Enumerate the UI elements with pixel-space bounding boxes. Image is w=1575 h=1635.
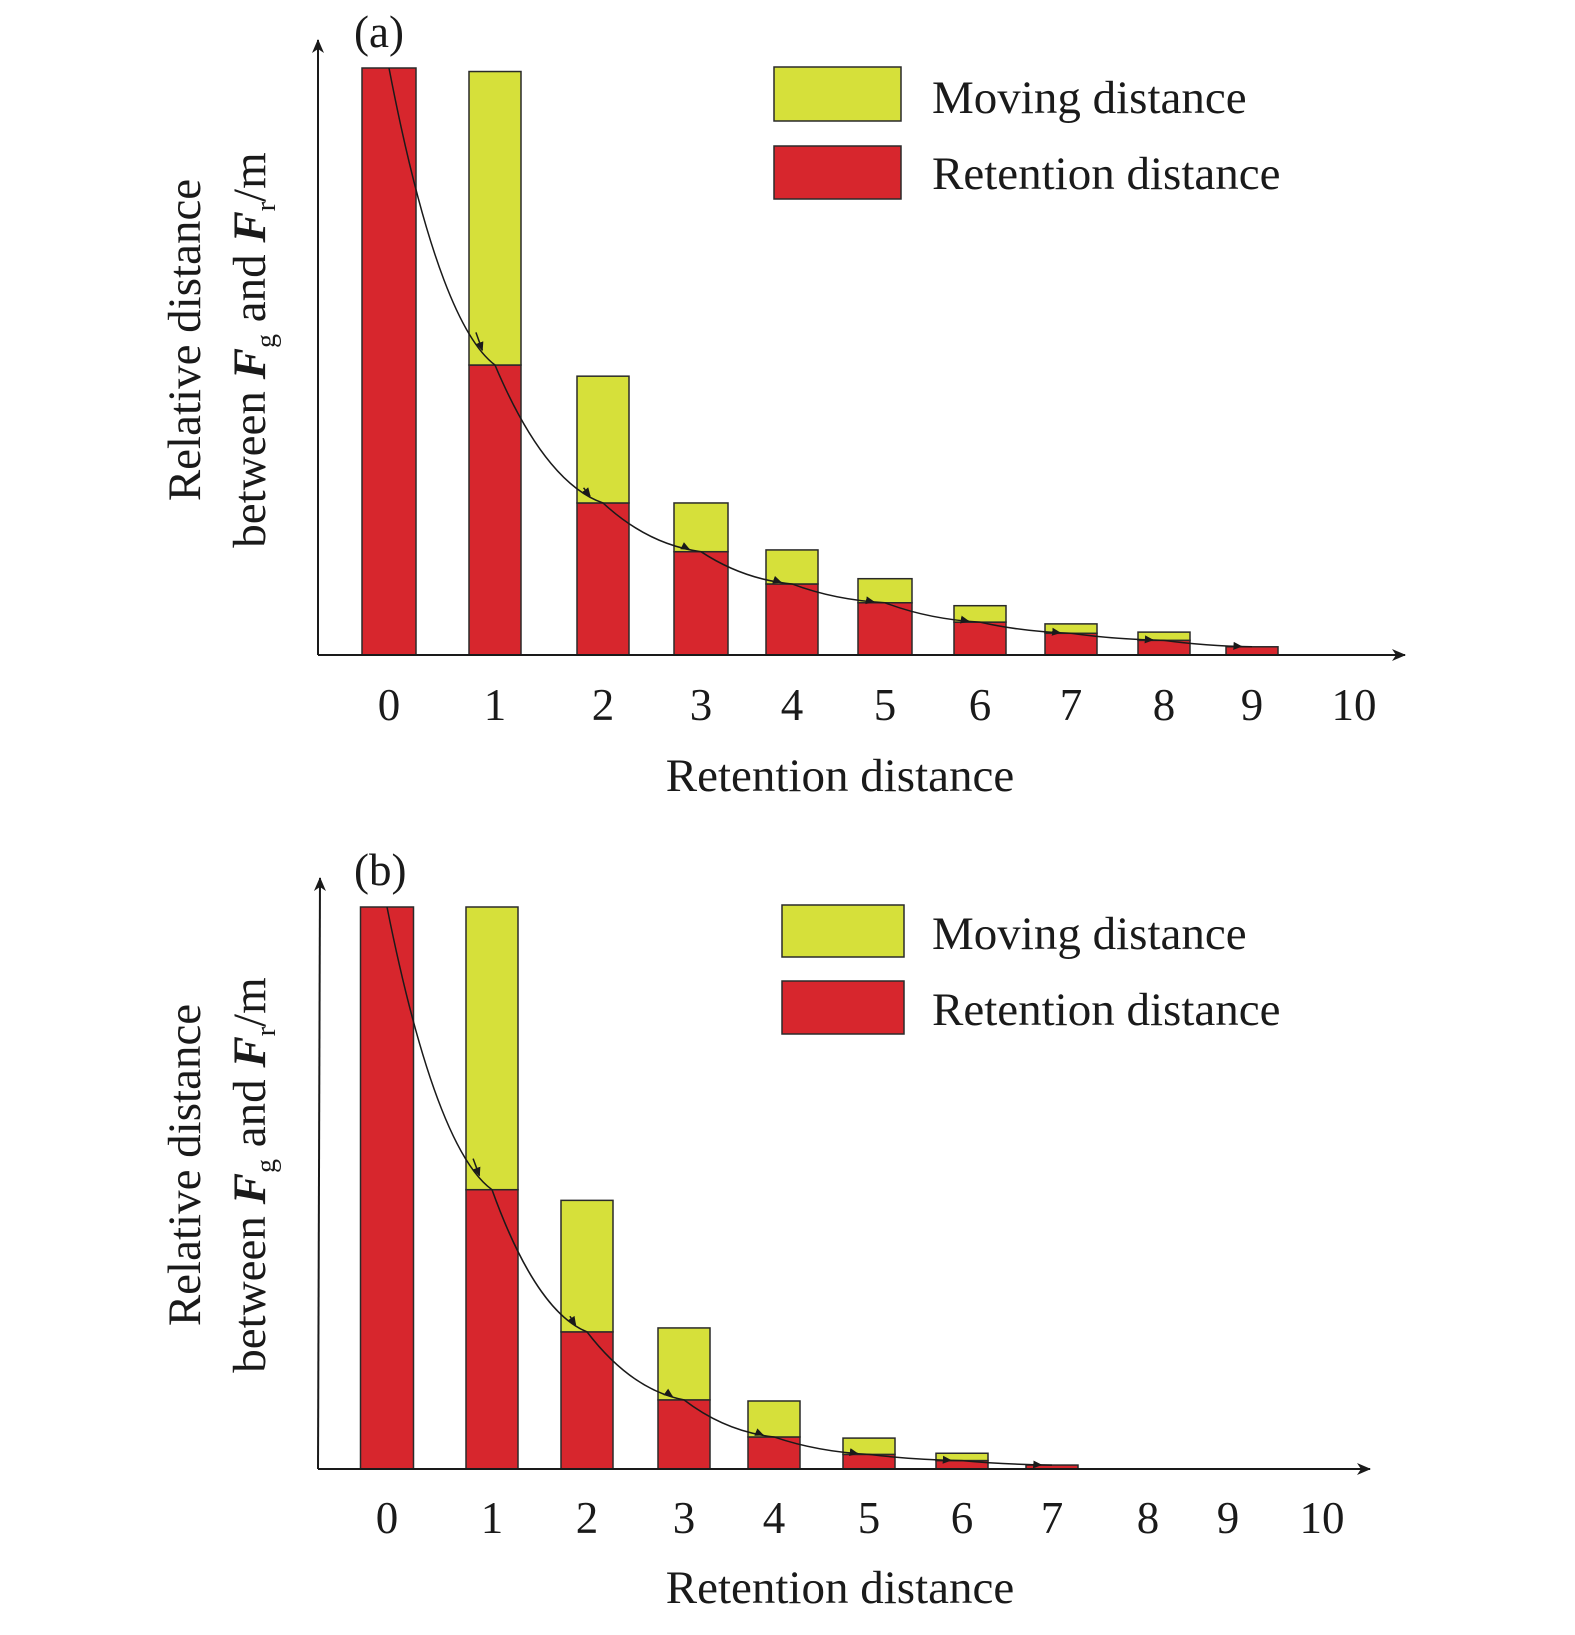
panel-label: (b)	[354, 845, 406, 895]
y-axis	[318, 878, 320, 1469]
legend-swatch-retention	[774, 146, 901, 199]
x-tick-label-2: 2	[576, 1493, 599, 1543]
x-tick-label-5: 5	[874, 680, 897, 730]
bar-retention-3	[674, 552, 728, 655]
x-tick-label-1: 1	[484, 680, 507, 730]
x-tick-label-4: 4	[763, 1493, 786, 1543]
bar-moving-3	[658, 1328, 710, 1400]
bar-moving-1	[469, 72, 521, 366]
x-tick-label-0: 0	[376, 1493, 399, 1543]
x-axis-label: Retention distance	[666, 1562, 1014, 1614]
legend: Moving distance Retention distance	[782, 905, 1280, 1036]
bar-moving-5	[858, 579, 912, 603]
bar-moving-3	[674, 503, 728, 552]
x-tick-label-5: 5	[858, 1493, 881, 1543]
y-axis-label-line1: Relative distance	[159, 1004, 211, 1326]
x-tick-label-9: 9	[1217, 1493, 1240, 1543]
bar-moving-4	[766, 550, 818, 584]
x-tick-label-3: 3	[673, 1493, 696, 1543]
x-axis-label: Retention distance	[666, 750, 1014, 802]
chart-panel-b: (b) 0 1 2 3 4 5 6 7 8 9 10 Retention distance Rela…	[159, 845, 1370, 1614]
x-tick-label-7: 7	[1041, 1493, 1064, 1543]
bar-moving-2	[561, 1200, 613, 1332]
bar-retention-9	[1226, 647, 1278, 655]
y-axis-label-line2: between Fg and Fr/m	[224, 152, 282, 547]
x-tick-label-4: 4	[781, 680, 804, 730]
x-tick-label-10: 10	[1300, 1493, 1345, 1543]
bar-retention-6	[954, 622, 1006, 655]
bar-moving-4	[748, 1401, 800, 1437]
x-tick-labels: 0 1 2 3 4 5 6 7 8 9 10	[376, 1493, 1345, 1543]
legend-swatch-moving	[774, 67, 901, 121]
x-tick-label-7: 7	[1060, 680, 1083, 730]
x-tick-label-8: 8	[1137, 1493, 1160, 1543]
bar-retention-2	[577, 503, 629, 655]
trend-arrow-7	[1055, 632, 1060, 633]
x-tick-label-1: 1	[481, 1493, 504, 1543]
x-tick-label-8: 8	[1153, 680, 1176, 730]
trend-arrow-5	[852, 1452, 858, 1453]
x-tick-label-9: 9	[1241, 680, 1264, 730]
x-tick-label-3: 3	[690, 680, 713, 730]
chart-panel-a: (a) 0 1 2 3 4 5 6 7 8 9 10 Retention distance Rela…	[159, 7, 1405, 802]
y-axis-label-line1: Relative distance	[159, 179, 211, 501]
bar-retention-5	[858, 603, 912, 655]
legend: Moving distance Retention distance	[774, 67, 1280, 200]
legend-swatch-retention	[782, 981, 904, 1034]
bar-moving-1	[466, 907, 518, 1190]
bar-moving-5	[843, 1438, 895, 1454]
bar-retention-1	[466, 1190, 518, 1469]
legend-label-moving: Moving distance	[932, 72, 1247, 124]
x-tick-label-2: 2	[592, 680, 615, 730]
panel-label: (a)	[354, 7, 404, 57]
x-tick-label-6: 6	[951, 1493, 974, 1543]
x-tick-label-0: 0	[378, 680, 401, 730]
x-tick-label-10: 10	[1332, 680, 1377, 730]
y-axis-label-line2: between Fg and Fr/m	[224, 977, 282, 1372]
legend-label-retention: Retention distance	[932, 984, 1280, 1036]
legend-label-moving: Moving distance	[932, 908, 1247, 960]
bar-retention-4	[766, 584, 818, 655]
legend-label-retention: Retention distance	[932, 148, 1280, 200]
bar-moving-2	[577, 376, 629, 503]
x-tick-labels: 0 1 2 3 4 5 6 7 8 9 10	[378, 680, 1377, 730]
x-tick-label-6: 6	[969, 680, 992, 730]
legend-swatch-moving	[782, 905, 904, 957]
bar-retention-1	[469, 365, 521, 655]
bar-retention-3	[658, 1400, 710, 1469]
bar-moving-6	[954, 606, 1006, 622]
bar-retention-7	[1045, 633, 1097, 655]
